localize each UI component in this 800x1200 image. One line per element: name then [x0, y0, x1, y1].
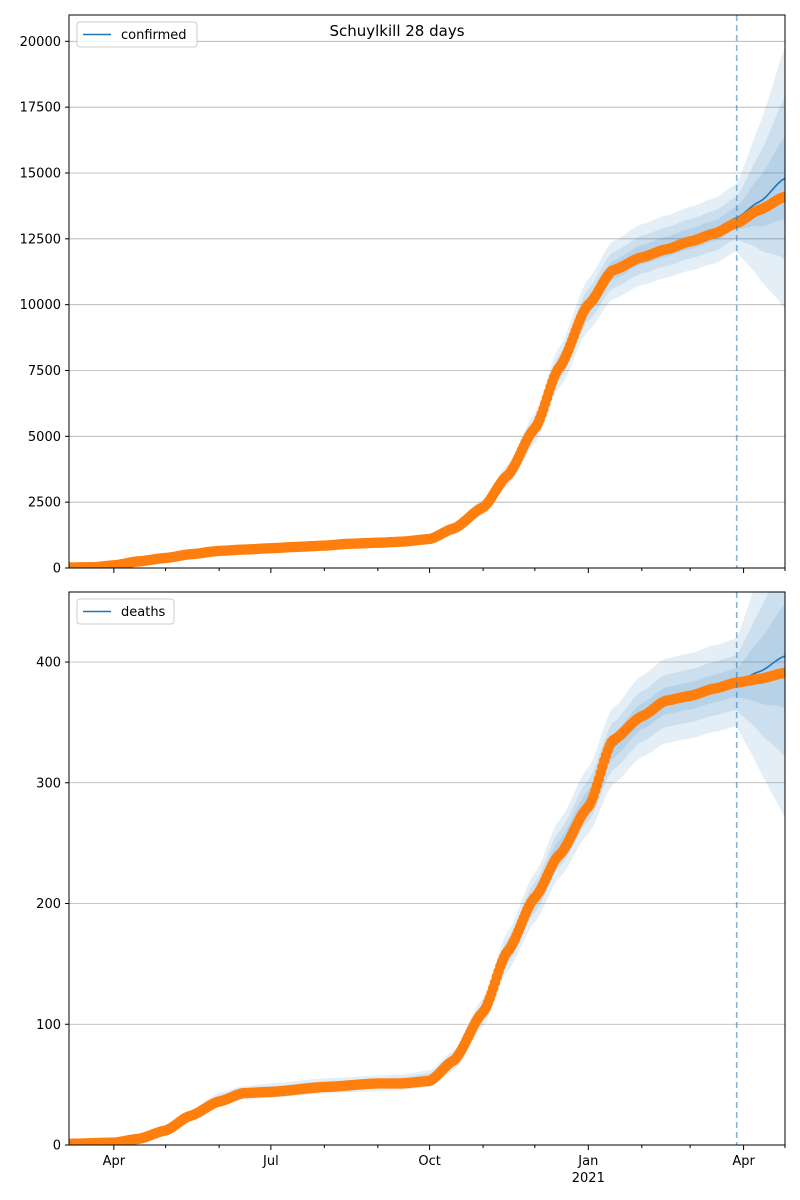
- y-tick-label: 100: [36, 1018, 61, 1033]
- y-tick-label: 0: [53, 1139, 61, 1154]
- uncertainty-band: [69, 136, 785, 568]
- plot-area: [69, 47, 785, 568]
- legend: confirmed: [76, 21, 198, 48]
- axes-frame: [68, 591, 786, 1146]
- axes-frame: [68, 14, 786, 569]
- uncertainty-band: [69, 96, 785, 568]
- legend-label: deaths: [121, 605, 166, 620]
- legend-box: [76, 21, 198, 48]
- legend: deaths: [76, 598, 175, 625]
- chart-title: Schuylkill 28 days: [329, 22, 464, 40]
- y-tick-label: 20000: [20, 35, 61, 50]
- y-tick-label: 12500: [20, 232, 61, 247]
- uncertainty-band: [69, 592, 785, 1145]
- y-tick-label: 17500: [20, 101, 61, 116]
- data-point: [779, 667, 785, 679]
- x-year-label: 2021: [572, 1171, 605, 1186]
- x-tick-label: Apr: [103, 1154, 126, 1169]
- uncertainty-band: [69, 603, 785, 1145]
- y-tick-label: 400: [36, 656, 61, 671]
- y-tick-label: 15000: [20, 167, 61, 182]
- x-tick-label: Jan: [577, 1154, 598, 1169]
- series-observed: [69, 191, 785, 568]
- plot-area: [69, 592, 785, 1145]
- y-tick-label: 2500: [28, 496, 61, 511]
- y-tick-label: 300: [36, 776, 61, 791]
- x-tick-label: Apr: [732, 1154, 755, 1169]
- uncertainty-band: [69, 47, 785, 568]
- y-tick-label: 7500: [28, 364, 61, 379]
- chart-panel-deaths: 0 100 200 300 400 Apr Jul Oct Jan 2021 Apr deaths: [36, 591, 786, 1186]
- legend-box: [76, 598, 175, 625]
- x-tick-label: Jul: [262, 1154, 279, 1169]
- y-tick-label: 0: [53, 562, 61, 577]
- uncertainty-band: [69, 592, 785, 1145]
- y-tick-label: 5000: [28, 430, 61, 445]
- y-tick-label: 10000: [20, 298, 61, 313]
- x-tick-label: Oct: [418, 1154, 440, 1169]
- data-point: [779, 191, 785, 202]
- chart-panel-confirmed: 0 2500 5000 7500 10000 12500 15000 17500 20000 co…: [20, 14, 786, 577]
- legend-label: confirmed: [121, 28, 187, 43]
- series-observed: [69, 667, 785, 1145]
- y-tick-label: 200: [36, 897, 61, 912]
